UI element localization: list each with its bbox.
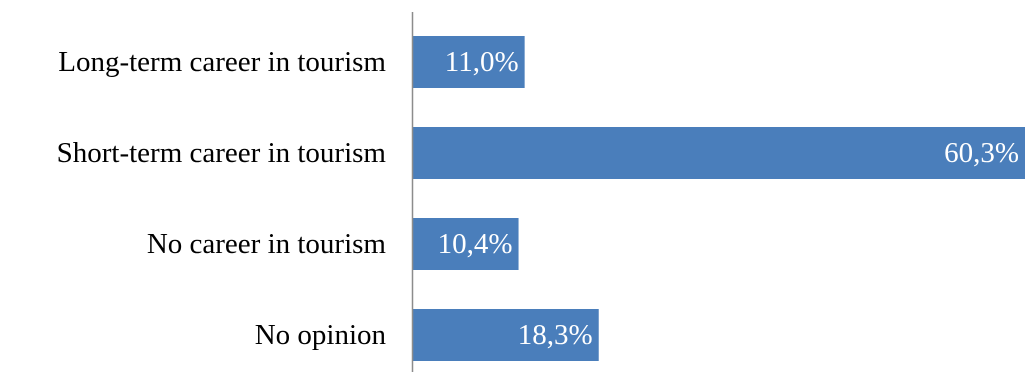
- category-label-2: No career in tourism: [147, 228, 387, 260]
- category-label-3: No opinion: [255, 319, 387, 351]
- bars-group: [413, 36, 1025, 361]
- category-labels-group: Long-term career in tourism Short-term ca…: [57, 46, 387, 351]
- value-labels-group: 11,0% 60,3% 10,4% 18,3%: [438, 46, 1019, 351]
- value-label-3: 18,3%: [518, 319, 593, 351]
- bar-3: [413, 309, 599, 361]
- value-label-2: 10,4%: [438, 228, 513, 260]
- category-label-1: Short-term career in tourism: [57, 137, 387, 169]
- value-label-1: 60,3%: [944, 137, 1019, 169]
- value-label-0: 11,0%: [445, 46, 519, 78]
- bar-2: [413, 218, 519, 270]
- category-label-0: Long-term career in tourism: [58, 46, 386, 78]
- bar-1: [413, 127, 1025, 179]
- bar-0: [413, 36, 525, 88]
